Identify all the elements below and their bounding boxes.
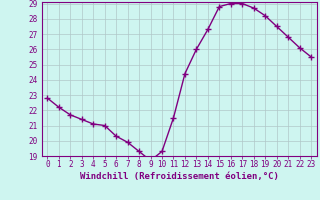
X-axis label: Windchill (Refroidissement éolien,°C): Windchill (Refroidissement éolien,°C) bbox=[80, 172, 279, 181]
